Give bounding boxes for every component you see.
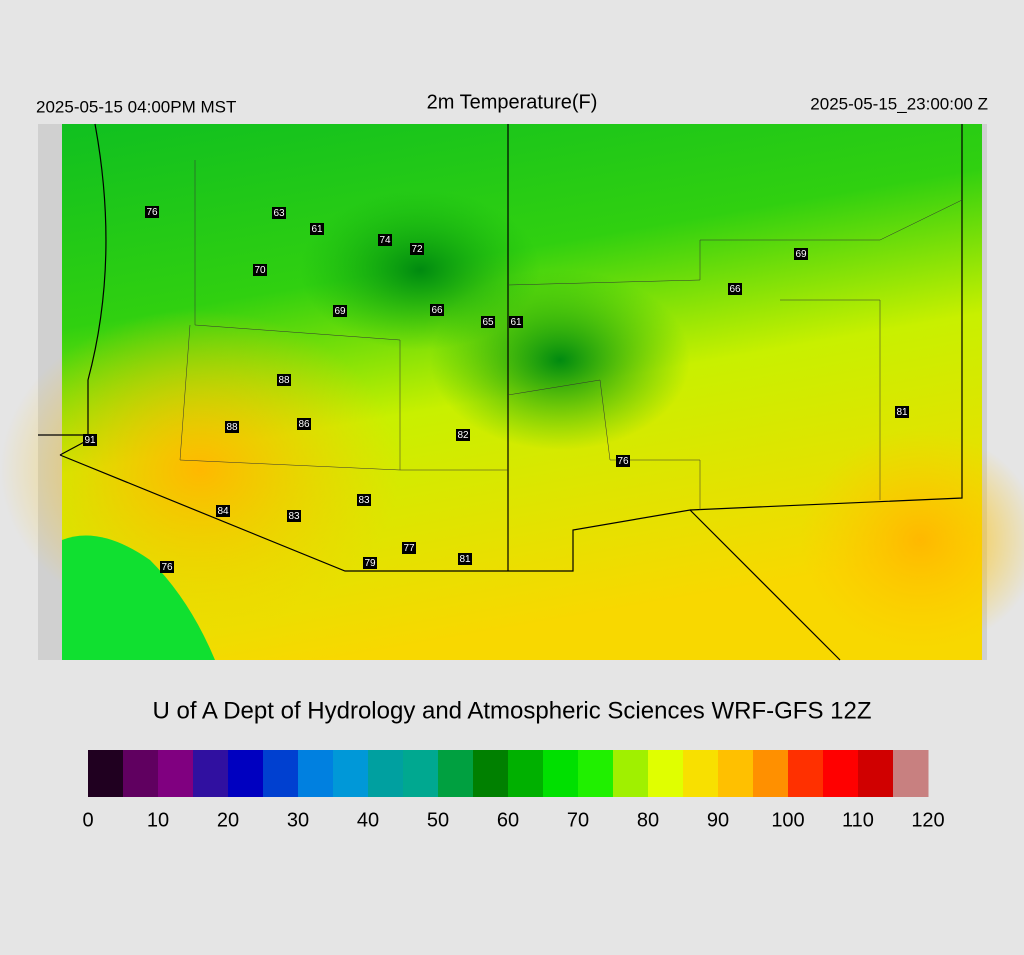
colorbar-tick-label: 0 [82, 809, 93, 831]
colorbar-segment [403, 750, 439, 797]
station-box [253, 264, 267, 276]
colorbar-tick-label: 90 [707, 809, 729, 831]
station-temp: 83 [288, 511, 300, 522]
colorbar-segment [718, 750, 754, 797]
colorbar-tick-label: 120 [911, 809, 944, 831]
station-box [160, 561, 174, 573]
colorbar-segment [893, 750, 929, 797]
colorbar-segment [858, 750, 894, 797]
station-temp: 65 [482, 317, 494, 328]
colorbar-tick-label: 20 [217, 809, 239, 831]
station-box [225, 421, 239, 433]
colorbar-segment [648, 750, 684, 797]
station-box [145, 206, 159, 218]
station-box [410, 243, 424, 255]
station-box [287, 510, 301, 522]
colorbar-segment [578, 750, 614, 797]
station-temp: 76 [146, 207, 158, 218]
colorbar-tick-label: 70 [567, 809, 589, 831]
station-temp: 86 [298, 419, 310, 430]
colorbar-segment [158, 750, 194, 797]
station-box [402, 542, 416, 554]
station-temp: 72 [411, 244, 423, 255]
station-temp: 66 [729, 284, 741, 295]
station-box [333, 305, 347, 317]
station-temp: 61 [510, 317, 522, 328]
colorbar-segment [508, 750, 544, 797]
colorbar-tick-label: 100 [771, 809, 804, 831]
colorbar-segment [823, 750, 859, 797]
station-box [357, 494, 371, 506]
credit: U of A Dept of Hydrology and Atmospheric… [153, 697, 872, 724]
station-box [378, 234, 392, 246]
station-box [458, 553, 472, 565]
station-box [794, 248, 808, 260]
station-box [310, 223, 324, 235]
colorbar-segment [753, 750, 789, 797]
station-temp: 63 [273, 208, 285, 219]
colorbar-tick-label: 110 [842, 809, 874, 831]
colorbar-segment [613, 750, 649, 797]
colorbar-segment [333, 750, 369, 797]
colorbar-segment [298, 750, 334, 797]
colorbar-segment [228, 750, 264, 797]
station-box [363, 557, 377, 569]
station-temp: 76 [617, 456, 629, 467]
colorbar-segment [123, 750, 159, 797]
right-time: 2025-05-15_23:00:00 Z [810, 94, 988, 113]
colorbar-segment [263, 750, 299, 797]
station-temp: 77 [403, 543, 415, 554]
colorbar-segment [438, 750, 474, 797]
colorbar-segment [543, 750, 579, 797]
station-box [895, 406, 909, 418]
station-box [83, 434, 97, 446]
colorbar-segment [788, 750, 824, 797]
colorbar-segment [368, 750, 404, 797]
station-temp: 69 [795, 249, 807, 260]
station-temp: 84 [217, 506, 229, 517]
station-temp: 76 [161, 562, 173, 573]
station-temp: 74 [379, 235, 391, 246]
station-box [216, 505, 230, 517]
left-time: 2025-05-15 04:00PM MST [36, 97, 236, 116]
colorbar-tick-label: 60 [497, 809, 519, 831]
colorbar-segment [193, 750, 229, 797]
station-temp: 69 [334, 306, 346, 317]
station-box [297, 418, 311, 430]
station-box [277, 374, 291, 386]
colorbar-segment [683, 750, 719, 797]
colorbar-segment [88, 750, 124, 797]
station-temp: 66 [431, 305, 443, 316]
station-temp: 88 [278, 375, 290, 386]
station-box [456, 429, 470, 441]
station-box [616, 455, 630, 467]
colorbar-tick-label: 50 [427, 809, 449, 831]
station-temp: 83 [358, 495, 370, 506]
station-temp: 82 [457, 430, 469, 441]
station-box [481, 316, 495, 328]
station-temp: 81 [896, 407, 908, 418]
station-box [728, 283, 742, 295]
colorbar-tick-label: 10 [147, 809, 169, 831]
map [0, 123, 1024, 661]
station-box [430, 304, 444, 316]
station-temp: 81 [459, 554, 471, 565]
station-temp: 91 [84, 435, 96, 446]
station-temp: 70 [254, 265, 266, 276]
station-temp: 79 [364, 558, 376, 569]
colorbar-tick-label: 30 [287, 809, 309, 831]
station-temp: 61 [311, 224, 323, 235]
map-title: 2m Temperature(F) [427, 91, 598, 113]
colorbar-tick-label: 40 [357, 809, 379, 831]
station-box [272, 207, 286, 219]
colorbar-tick-label: 80 [637, 809, 659, 831]
colorbar-segment [473, 750, 509, 797]
station-box [509, 316, 523, 328]
station-temp: 88 [226, 422, 238, 433]
